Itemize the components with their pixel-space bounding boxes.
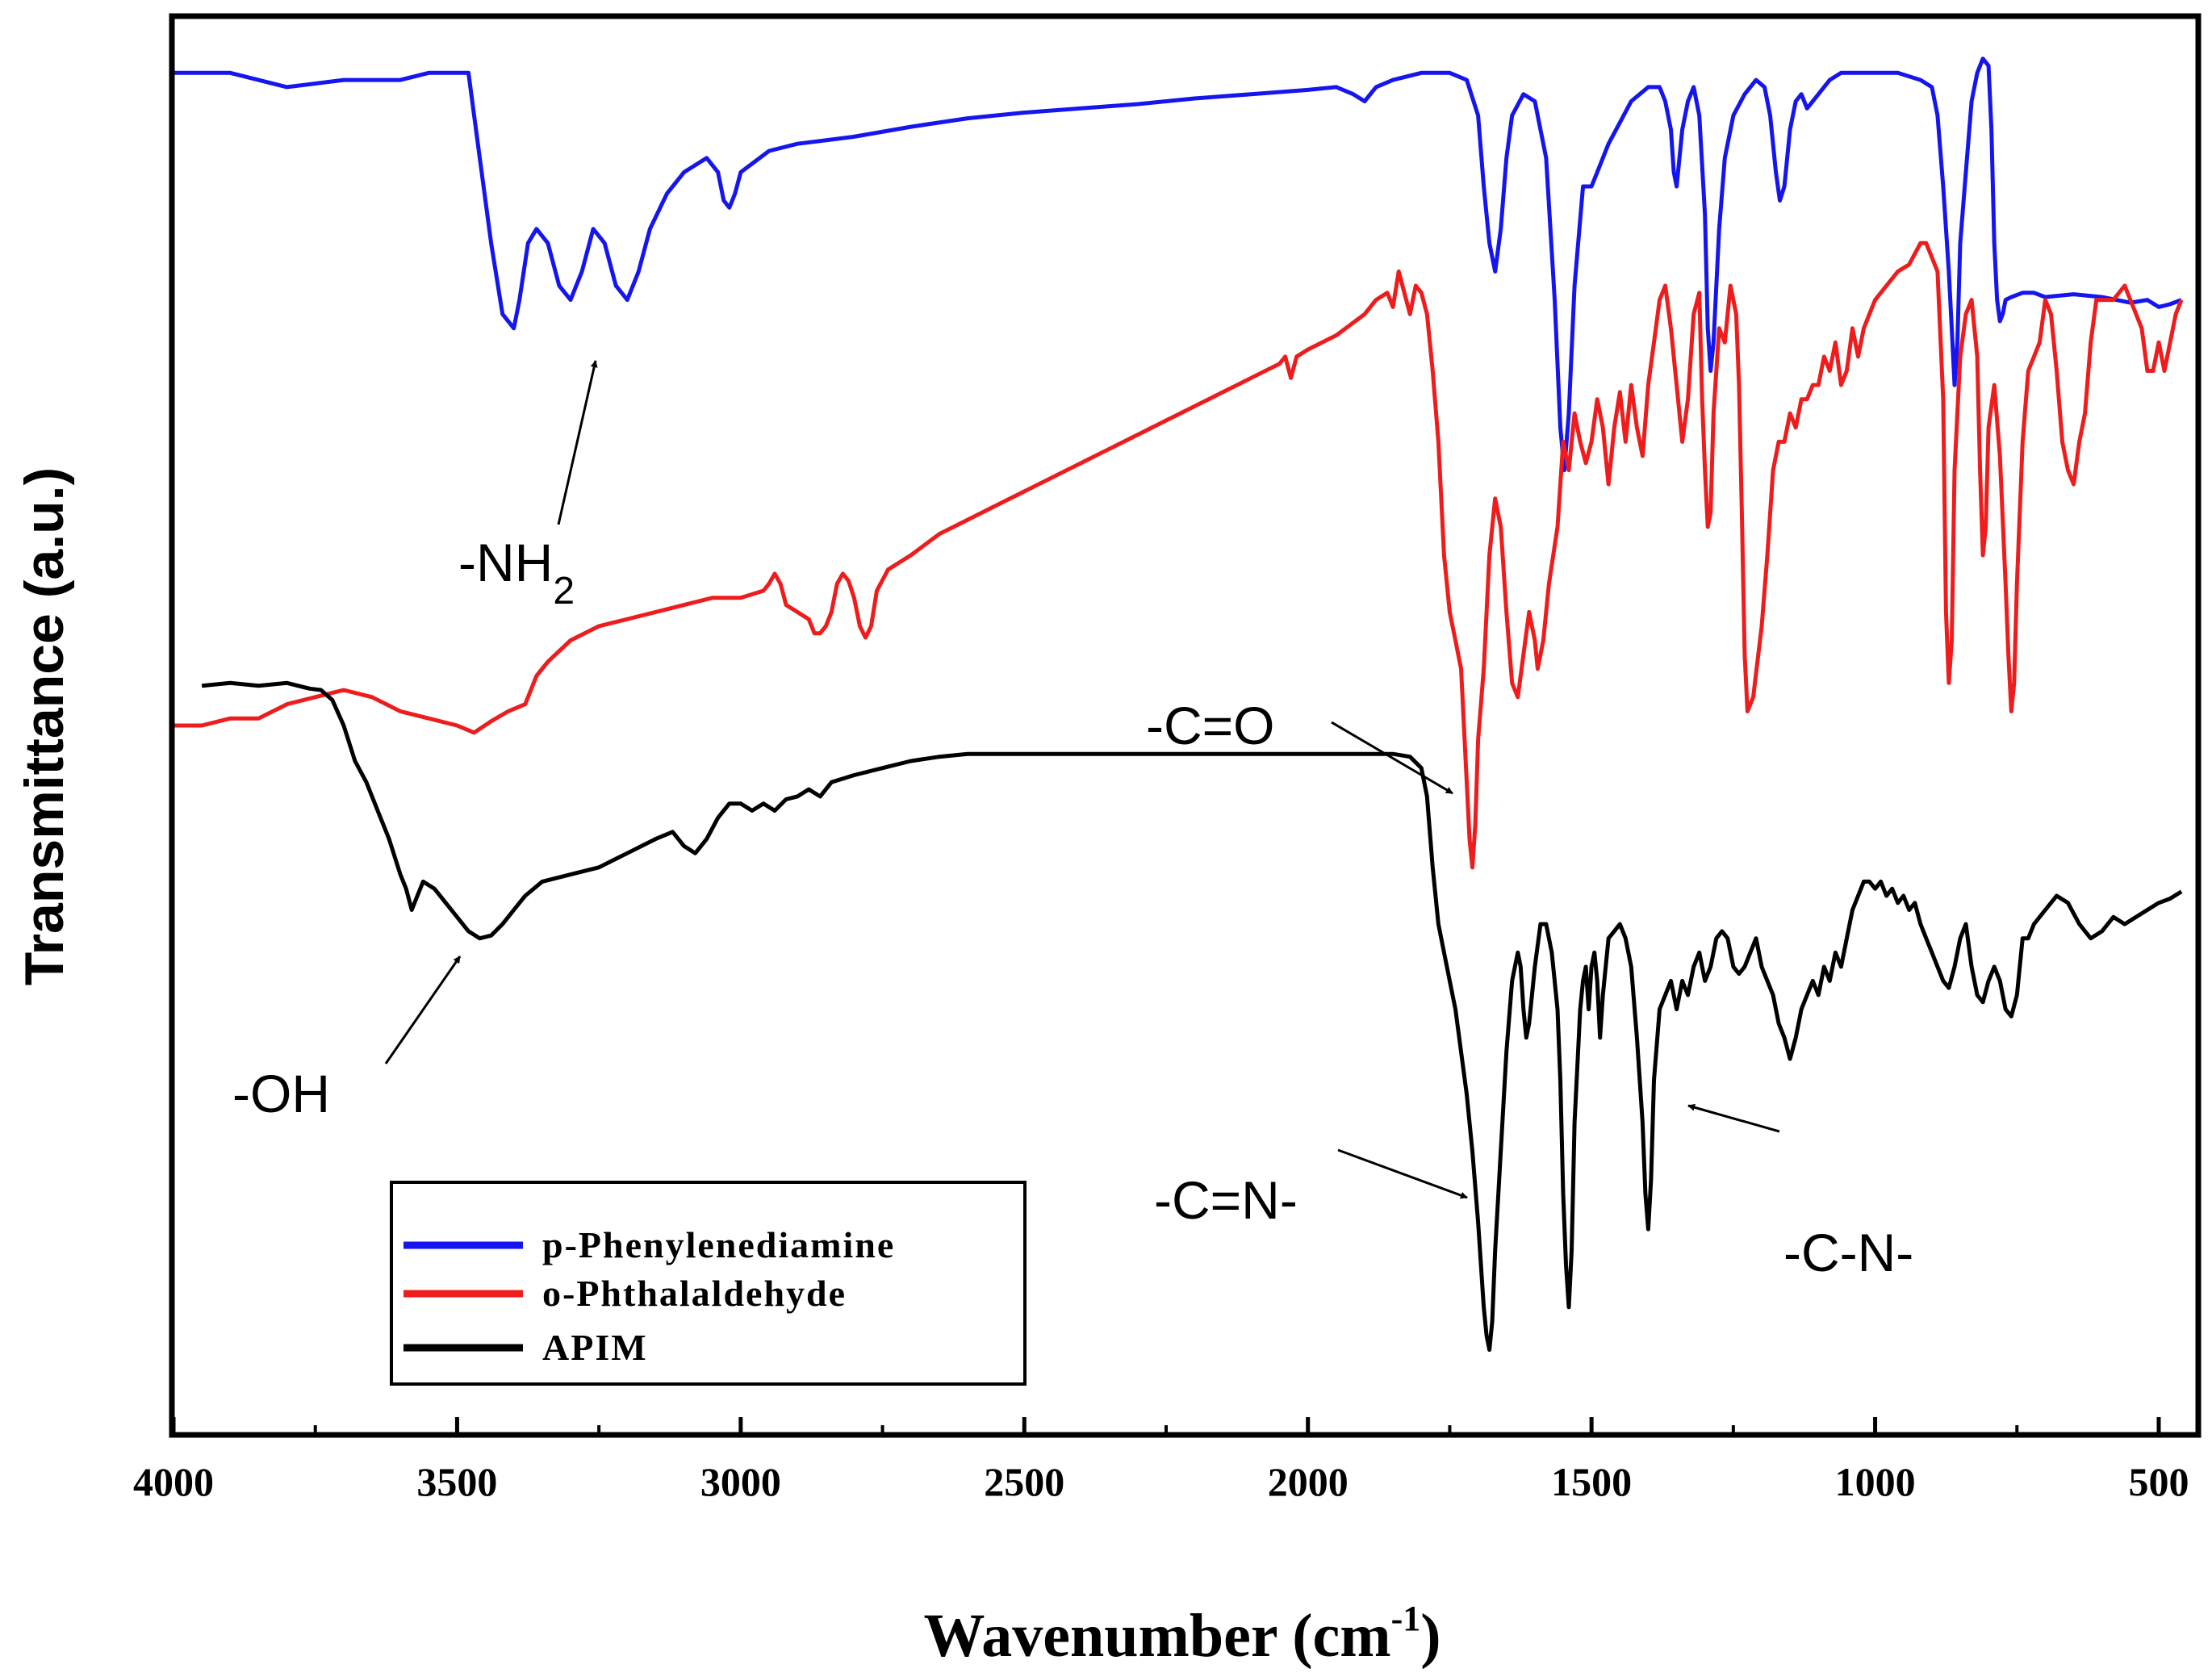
annotation-oh-label: -OH [232,1064,330,1123]
legend: p-Phenylenediamine o-Phthalaldehyde APIM [390,1181,1027,1386]
x-axis-title-sup: -1 [1391,1599,1421,1638]
annotation-cn-double-label: -C=N- [1154,1170,1298,1230]
plot-frame [169,13,2202,1438]
legend-label-apim: APIM [542,1327,648,1368]
x-tick-label-2000: 2000 [1268,1459,1349,1504]
x-tick-label-3000: 3000 [700,1459,781,1504]
x-axis-title-close: ) [1420,1602,1441,1670]
legend-label-o-phthalaldehyde: o-Phthalaldehyde [542,1273,847,1314]
annotation-oh: -OH [232,956,462,1123]
series-layer [174,56,2184,1352]
series-line-p-phenylenediamine [174,56,2182,473]
annotation-nh2: -NH2 [458,360,598,613]
series-line-o-phthalaldehyde [174,240,2184,870]
annotation-co: -C=O [1146,696,1453,795]
annotation-cn-single: -C-N- [1687,1103,1913,1282]
x-tick-label-1000: 1000 [1835,1459,1916,1504]
annotation-co-label: -C=O [1146,696,1275,755]
annotation-cn-single-arrow [1687,1103,1780,1133]
x-tick-label-500: 500 [2129,1459,2189,1504]
annotation-nh2-arrow [557,360,598,525]
annotation-co-arrow [1331,721,1453,795]
x-axis-ticks: 4000 3500 3000 2500 2000 1500 1000 500 [133,1417,2189,1504]
x-tick-label-3500: 3500 [416,1459,497,1504]
x-tick-label-4000: 4000 [133,1459,214,1504]
y-axis-title: Transmittance (a.u.) [14,467,75,985]
x-tick-label-2500: 2500 [984,1459,1064,1504]
x-axis-title-main: Wavenumber (cm [923,1602,1390,1670]
series-line-apim [201,680,2183,1352]
annotation-cn-double: -C=N- [1154,1148,1468,1230]
x-tick-label-1500: 1500 [1551,1459,1632,1504]
x-axis-title: Wavenumber (cm-1) [923,1599,1441,1670]
annotation-oh-arrow [384,956,462,1064]
annotation-nh2-label: -NH2 [458,533,575,613]
legend-label-p-phenylenediamine: p-Phenylenediamine [542,1224,895,1265]
annotation-cn-double-arrow [1337,1148,1468,1199]
annotation-cn-single-label: -C-N- [1783,1223,1913,1282]
